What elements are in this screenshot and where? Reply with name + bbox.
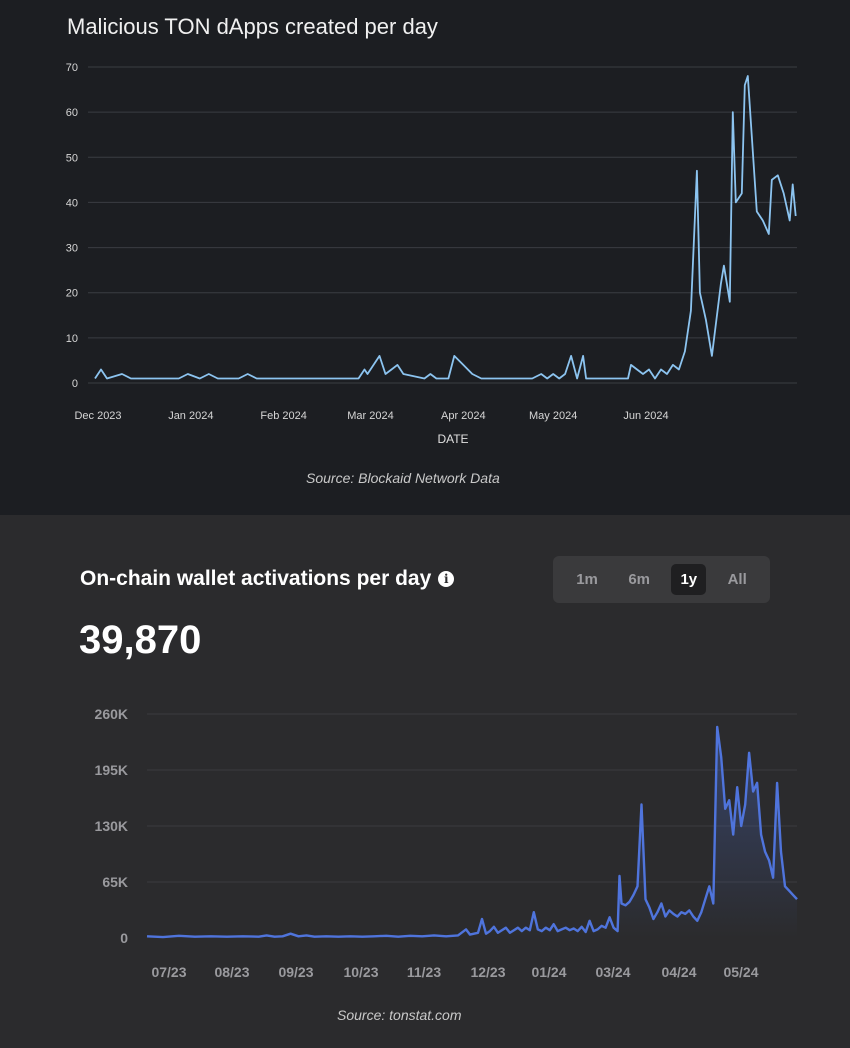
chart1-y-tick-label: 40 — [66, 197, 78, 209]
chart1-source: Source: Blockaid Network Data — [306, 470, 500, 486]
chart1-title: Malicious TON dApps created per day — [67, 14, 438, 39]
chart2-title: On-chain wallet activations per day — [80, 567, 432, 590]
chart2-series-area — [147, 726, 797, 938]
chart2-x-tick-label: 04/24 — [661, 964, 696, 980]
range-button-all[interactable]: All — [727, 571, 747, 588]
chart2-y-tick-label: 260K — [95, 706, 128, 722]
chart1-y-tick-label: 20 — [66, 288, 78, 300]
chart2-y-tick-label: 0 — [120, 930, 128, 946]
chart1-x-tick-label: Feb 2024 — [260, 410, 306, 422]
wallet-activations-value: 39,870 — [79, 618, 202, 662]
top-chart-panel — [0, 0, 850, 515]
chart1-x-tick-label: Dec 2023 — [74, 410, 121, 422]
chart1-series-line — [94, 75, 797, 380]
chart2-series-line — [146, 725, 798, 939]
chart2-source: Source: tonstat.com — [337, 1007, 462, 1023]
chart2-y-tick-label: 65K — [102, 874, 128, 890]
chart2-title-row: On-chain wallet activations per day i — [80, 567, 455, 591]
chart1-x-tick-label: May 2024 — [529, 410, 577, 422]
chart2-x-tick-label: 08/23 — [214, 964, 249, 980]
chart2-y-tick-label: 130K — [95, 818, 128, 834]
chart2-x-tick-label: 07/23 — [151, 964, 186, 980]
chart1-y-tick-label: 30 — [66, 243, 78, 255]
chart1-x-tick-label: Jan 2024 — [168, 410, 213, 422]
chart2-x-tick-label: 03/24 — [595, 964, 630, 980]
chart2-x-tick-label: 11/23 — [407, 964, 441, 980]
chart2-svg: 0 65K 130K 195K 260K 07/23 08/23 09/23 10/23 11/2… — [95, 706, 798, 980]
chart2-x-tick-label: 01/24 — [531, 964, 566, 980]
chart1-x-tick-label: Apr 2024 — [441, 410, 486, 422]
info-icon[interactable]: i — [438, 571, 455, 587]
time-range-selector: 1m 6m 1y All — [553, 556, 770, 603]
range-button-6m[interactable]: 6m — [628, 571, 651, 588]
range-button-1m[interactable]: 1m — [576, 571, 598, 588]
chart2-x-tick-label: 05/24 — [723, 964, 758, 980]
chart2-y-tick-label: 195K — [95, 762, 128, 778]
chart2-x-tick-label: 10/23 — [343, 964, 378, 980]
chart1-x-tick-label: Jun 2024 — [623, 410, 668, 422]
chart1-svg: 0 10 20 30 40 50 60 70 Dec 2023 Jan 2024 Feb 2024 M… — [66, 62, 797, 446]
chart1-x-axis-label: DATE — [437, 432, 468, 446]
chart1-y-tick-label: 10 — [66, 333, 78, 345]
chart1-y-tick-label: 0 — [72, 378, 78, 390]
chart1-y-tick-label: 70 — [66, 62, 78, 74]
chart1-y-tick-label: 50 — [66, 152, 78, 164]
chart1-x-tick-label: Mar 2024 — [347, 410, 393, 422]
chart2-x-tick-label: 09/23 — [278, 964, 313, 980]
chart2-x-tick-label: 12/23 — [470, 964, 505, 980]
range-button-1y[interactable]: 1y — [671, 564, 707, 595]
bottom-chart-panel — [0, 515, 850, 1048]
chart1-y-tick-label: 60 — [66, 107, 78, 119]
